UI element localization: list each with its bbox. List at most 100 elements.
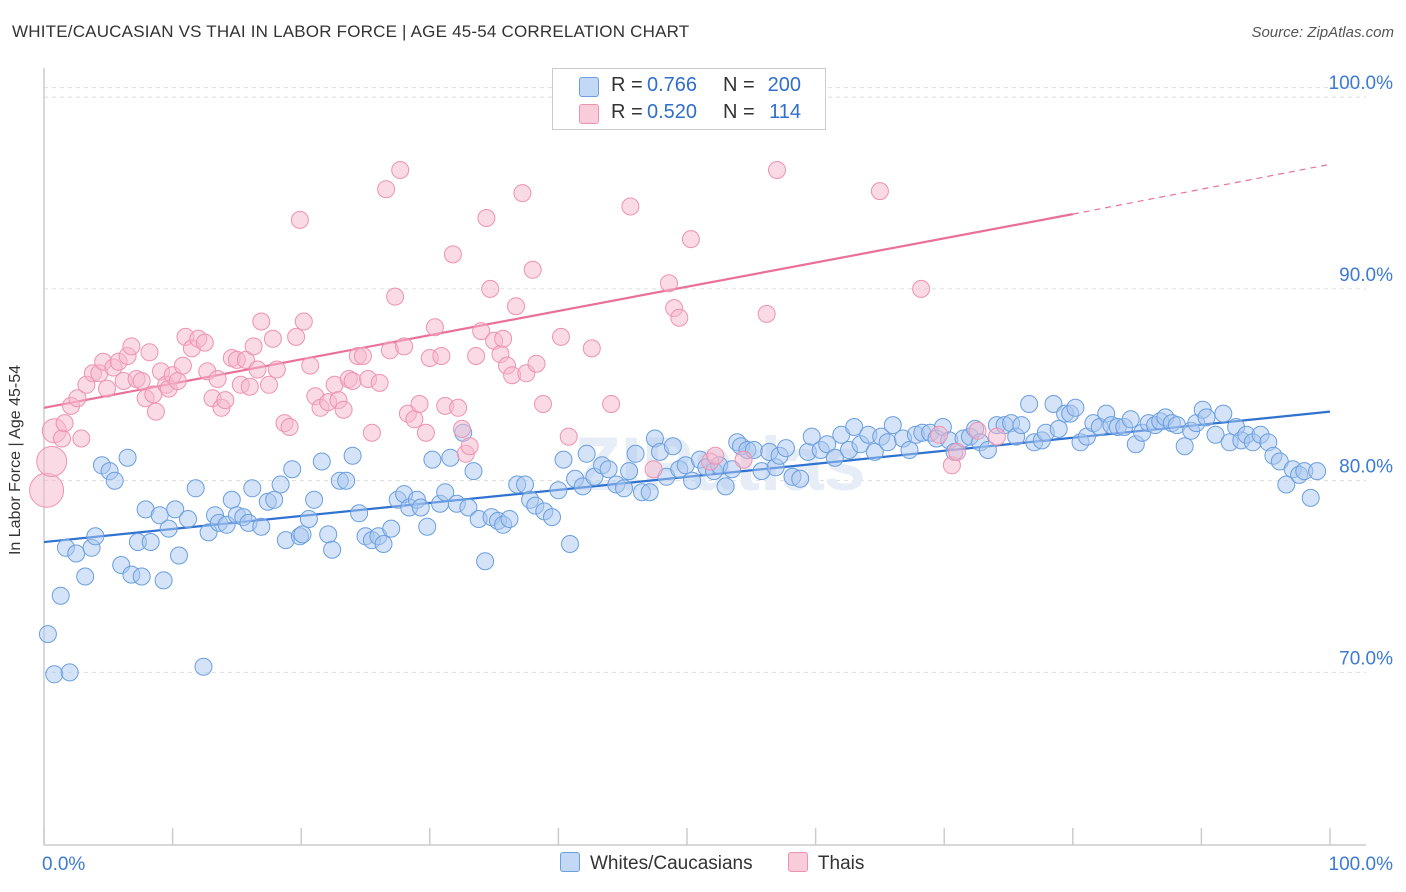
thai-point: [757, 304, 776, 323]
thai-point: [140, 343, 159, 362]
thai-point: [968, 421, 987, 440]
thai-point: [405, 410, 424, 429]
thai-point: [377, 180, 396, 199]
thai-point: [144, 385, 163, 404]
thai-point: [334, 400, 353, 419]
white-point: [543, 508, 561, 527]
white-point: [626, 444, 645, 463]
thai-point: [582, 339, 601, 358]
white-point: [76, 567, 95, 586]
thai-point: [472, 322, 491, 341]
white-point: [194, 657, 213, 676]
thai-point: [72, 429, 91, 448]
thai-point: [263, 329, 282, 348]
thai-point: [146, 402, 165, 421]
white-point: [418, 517, 437, 536]
legend-n-value: 114: [769, 101, 801, 123]
white-point: [459, 498, 478, 517]
legend-r-value: 0.766: [647, 74, 698, 96]
white-point: [1197, 408, 1216, 427]
white-point: [1044, 395, 1063, 413]
thai-point: [240, 377, 259, 396]
thai-point: [410, 395, 429, 413]
thai-point: [236, 350, 255, 369]
white-point: [60, 663, 79, 682]
white-point: [222, 490, 241, 509]
tick-labels: 70.0% 80.0% 90.0% 100.0% 0.0% 100.0%: [42, 73, 1393, 875]
thai-point: [68, 389, 87, 408]
thai-point: [248, 360, 267, 379]
white-point: [554, 450, 573, 469]
white-point: [323, 540, 342, 559]
thai-point: [395, 337, 414, 356]
white-point: [186, 479, 205, 498]
thai-point: [362, 423, 381, 442]
thai-point: [416, 423, 435, 442]
thai-point: [870, 182, 889, 201]
white-point: [67, 544, 86, 563]
white-point: [1121, 410, 1140, 429]
x-tick-label: 100.0%: [1329, 854, 1394, 875]
white-point: [620, 462, 639, 481]
white-point: [1020, 395, 1039, 413]
thai-point: [122, 337, 141, 356]
white-point: [476, 552, 495, 571]
legend-n-value: 200: [767, 74, 801, 96]
white-point: [777, 439, 795, 458]
white-point: [723, 460, 741, 479]
chart-title: WHITE/CAUCASIAN VS THAI IN LABOR FORCE |…: [12, 22, 690, 41]
thai-point: [208, 370, 227, 388]
thai-point: [267, 360, 286, 379]
thai-point: [681, 230, 700, 249]
white-point: [878, 433, 897, 452]
y-tick-label: 90.0%: [1339, 265, 1393, 286]
white-point: [105, 471, 124, 490]
y-tick-label: 70.0%: [1339, 648, 1393, 669]
white-point: [293, 525, 312, 544]
legend-row-whites: R = 0.766 N = 200: [553, 73, 825, 99]
thai-point: [195, 333, 214, 352]
thai-point: [216, 391, 235, 410]
thai-point: [443, 245, 462, 264]
thai-point: [644, 460, 663, 479]
thai-point: [481, 279, 500, 298]
thai-point: [734, 450, 753, 469]
thai-point: [768, 161, 786, 179]
thai-point: [494, 329, 513, 348]
thai-point: [948, 442, 967, 461]
thai-point: [244, 337, 263, 356]
white-point: [38, 625, 57, 644]
thai-point: [29, 472, 65, 508]
series-legend: Whites/Caucasians Thais: [560, 852, 894, 876]
thai-point: [168, 372, 187, 390]
trend-line-thais-extension: [1072, 163, 1331, 215]
white-point: [1301, 488, 1320, 507]
white-point: [441, 448, 460, 467]
thai-point: [987, 427, 1006, 446]
white-point: [516, 475, 534, 494]
thai-point: [55, 414, 74, 433]
legend-row-thais: R = 0.520 N = 114: [553, 100, 825, 126]
white-point: [683, 471, 702, 490]
legend-swatch-thais: [787, 852, 808, 872]
thai-point: [621, 197, 640, 216]
thai-point: [98, 379, 116, 398]
white-point: [299, 510, 318, 528]
legend-label-whites: Whites/Caucasians: [590, 853, 753, 874]
y-tick-label: 100.0%: [1329, 73, 1394, 94]
thai-point: [132, 372, 151, 390]
thai-point: [477, 209, 496, 227]
white-point: [663, 437, 682, 456]
thai-point: [670, 308, 689, 327]
legend-n-label: N =: [723, 74, 755, 96]
legend-r-value: 0.520: [647, 101, 698, 123]
thai-point: [280, 418, 299, 436]
white-point: [374, 535, 393, 553]
white-point: [716, 477, 735, 496]
thai-point: [460, 437, 479, 456]
thai-point: [523, 260, 542, 279]
thai-point: [301, 356, 320, 375]
white-point: [1277, 475, 1296, 494]
white-point: [900, 441, 919, 459]
